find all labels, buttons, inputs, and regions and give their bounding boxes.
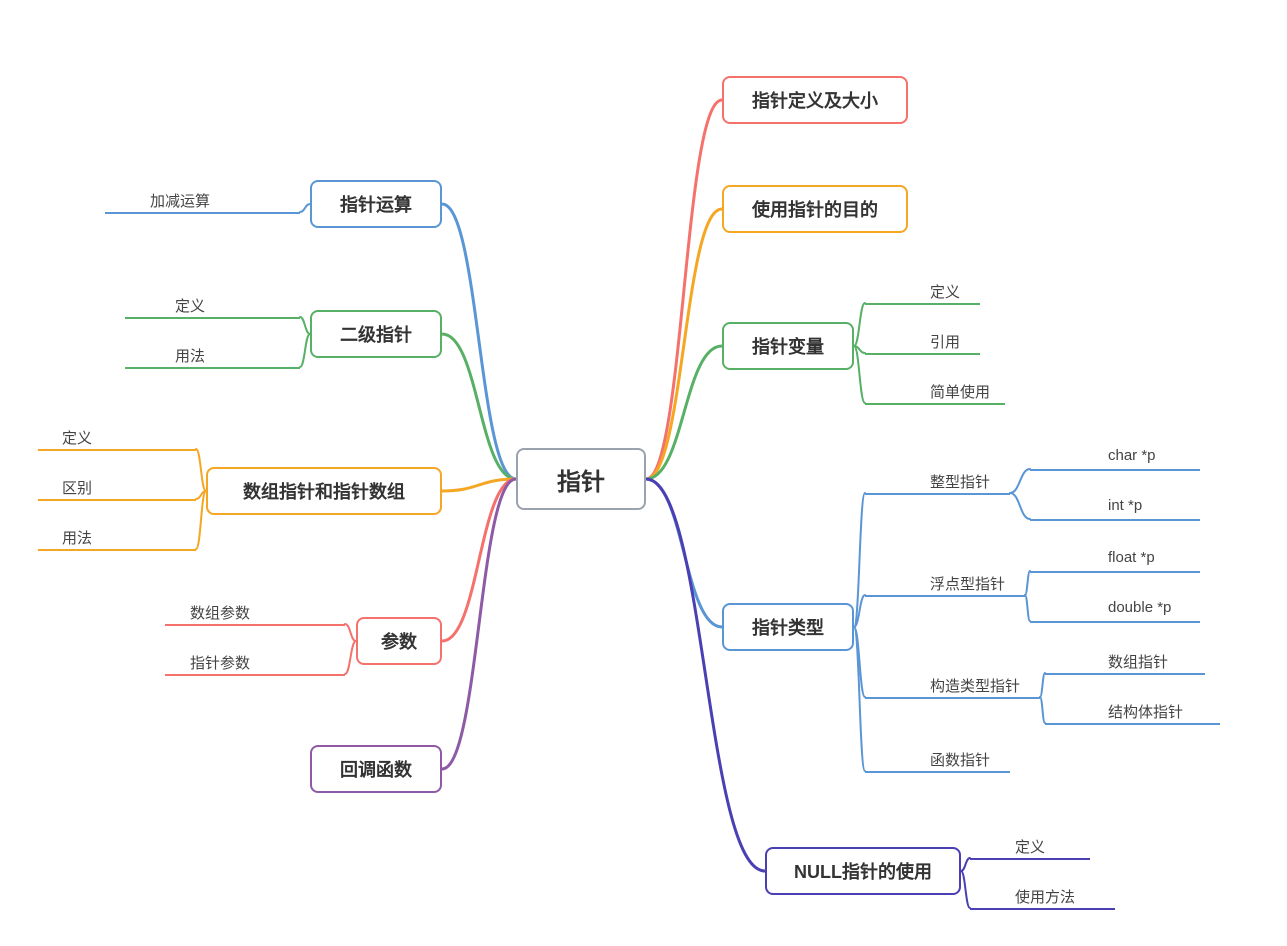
leaf-node[interactable]: char *p xyxy=(1108,447,1156,464)
leaf-node[interactable]: 区别 xyxy=(62,477,92,498)
leaf-label: 整型指针 xyxy=(930,474,990,491)
branch-label: 参数 xyxy=(381,628,417,654)
leaf-underline xyxy=(105,212,300,214)
leaf-node[interactable]: 用法 xyxy=(62,527,92,548)
leaf-label: 使用方法 xyxy=(1015,889,1075,906)
leaf-node[interactable]: 数组参数 xyxy=(190,602,250,623)
leaf-underline xyxy=(125,317,300,319)
leaf-label: int *p xyxy=(1108,497,1142,514)
leaf-label: 定义 xyxy=(1015,839,1045,856)
branch-label: 指针变量 xyxy=(752,333,824,359)
branch-node[interactable]: 回调函数 xyxy=(310,745,442,793)
leaf-label: 定义 xyxy=(175,298,205,315)
leaf-underline xyxy=(1045,673,1205,675)
leaf-node[interactable]: 整型指针 xyxy=(930,471,990,492)
leaf-underline xyxy=(38,549,196,551)
branch-node[interactable]: 指针类型 xyxy=(722,603,854,651)
leaf-underline xyxy=(970,908,1115,910)
leaf-node[interactable]: 用法 xyxy=(175,345,205,366)
root-node[interactable]: 指针 xyxy=(516,448,646,510)
leaf-node[interactable]: 定义 xyxy=(930,281,960,302)
leaf-underline xyxy=(865,303,980,305)
leaf-node[interactable]: float *p xyxy=(1108,549,1155,566)
leaf-underline xyxy=(165,624,345,626)
branch-node[interactable]: 数组指针和指针数组 xyxy=(206,467,442,515)
leaf-node[interactable]: int *p xyxy=(1108,497,1142,514)
root-label: 指针 xyxy=(557,462,605,497)
leaf-label: 引用 xyxy=(930,334,960,351)
leaf-underline xyxy=(865,697,1040,699)
leaf-underline xyxy=(865,353,980,355)
branch-label: 数组指针和指针数组 xyxy=(243,478,405,504)
leaf-node[interactable]: 数组指针 xyxy=(1108,651,1168,672)
leaf-underline xyxy=(165,674,345,676)
leaf-label: 指针参数 xyxy=(190,655,250,672)
leaf-underline xyxy=(38,449,196,451)
branch-node[interactable]: 指针定义及大小 xyxy=(722,76,908,124)
leaf-label: 函数指针 xyxy=(930,752,990,769)
leaf-label: 数组参数 xyxy=(190,605,250,622)
leaf-label: 定义 xyxy=(930,284,960,301)
branch-label: 指针运算 xyxy=(340,191,412,217)
branch-label: 指针定义及大小 xyxy=(752,87,878,113)
branch-node[interactable]: NULL指针的使用 xyxy=(765,847,961,895)
leaf-label: 用法 xyxy=(62,530,92,547)
branch-label: 指针类型 xyxy=(752,614,824,640)
leaf-node[interactable]: 使用方法 xyxy=(1015,886,1075,907)
leaf-node[interactable]: 定义 xyxy=(1015,836,1045,857)
leaf-node[interactable]: 定义 xyxy=(175,295,205,316)
leaf-node[interactable]: 简单使用 xyxy=(930,381,990,402)
leaf-underline xyxy=(1045,723,1220,725)
branch-node[interactable]: 使用指针的目的 xyxy=(722,185,908,233)
leaf-underline xyxy=(865,595,1025,597)
leaf-label: 加减运算 xyxy=(150,193,210,210)
leaf-underline xyxy=(1030,519,1200,521)
leaf-underline xyxy=(1030,621,1200,623)
leaf-label: 定义 xyxy=(62,430,92,447)
leaf-label: 简单使用 xyxy=(930,384,990,401)
branch-label: 二级指针 xyxy=(340,321,412,347)
leaf-label: 结构体指针 xyxy=(1108,704,1183,721)
branch-node[interactable]: 指针变量 xyxy=(722,322,854,370)
leaf-node[interactable]: 定义 xyxy=(62,427,92,448)
leaf-label: char *p xyxy=(1108,447,1156,464)
leaf-underline xyxy=(970,858,1090,860)
leaf-node[interactable]: double *p xyxy=(1108,599,1171,616)
leaf-node[interactable]: 浮点型指针 xyxy=(930,573,1005,594)
leaf-node[interactable]: 函数指针 xyxy=(930,749,990,770)
leaf-underline xyxy=(125,367,300,369)
leaf-label: 构造类型指针 xyxy=(930,678,1020,695)
leaf-label: float *p xyxy=(1108,549,1155,566)
leaf-label: 用法 xyxy=(175,348,205,365)
branch-node[interactable]: 参数 xyxy=(356,617,442,665)
branch-node[interactable]: 二级指针 xyxy=(310,310,442,358)
leaf-node[interactable]: 加减运算 xyxy=(150,190,210,211)
leaf-underline xyxy=(865,771,1010,773)
leaf-underline xyxy=(1030,571,1200,573)
leaf-label: 数组指针 xyxy=(1108,654,1168,671)
leaf-node[interactable]: 结构体指针 xyxy=(1108,701,1183,722)
leaf-node[interactable]: 指针参数 xyxy=(190,652,250,673)
leaf-underline xyxy=(1030,469,1200,471)
leaf-label: 区别 xyxy=(62,480,92,497)
leaf-node[interactable]: 构造类型指针 xyxy=(930,675,1020,696)
leaf-underline xyxy=(865,493,1010,495)
branch-label: 使用指针的目的 xyxy=(752,196,878,222)
leaf-node[interactable]: 引用 xyxy=(930,331,960,352)
leaf-label: double *p xyxy=(1108,599,1171,616)
leaf-underline xyxy=(38,499,196,501)
branch-label: NULL指针的使用 xyxy=(794,858,932,884)
branch-node[interactable]: 指针运算 xyxy=(310,180,442,228)
branch-label: 回调函数 xyxy=(340,756,412,782)
leaf-label: 浮点型指针 xyxy=(930,576,1005,593)
leaf-underline xyxy=(865,403,1005,405)
